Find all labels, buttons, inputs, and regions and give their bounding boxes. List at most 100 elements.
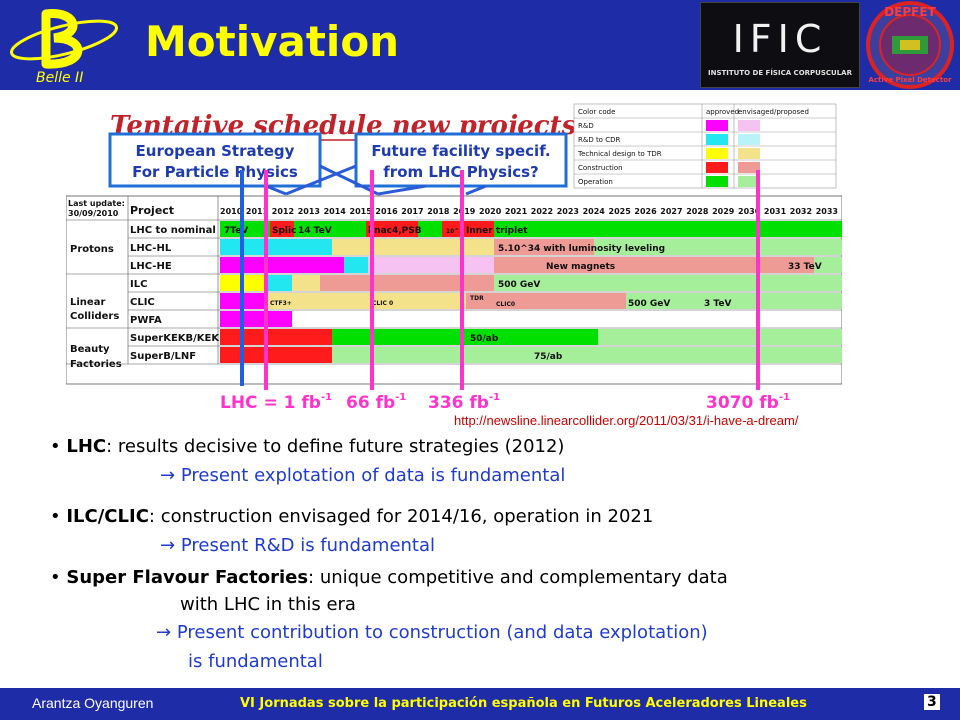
svg-text:European Strategy: European Strategy	[136, 142, 295, 160]
svg-text:CLIC 0: CLIC 0	[372, 300, 393, 307]
svg-text:DEPFET: DEPFET	[884, 5, 936, 19]
svg-text:For Particle Physics: For Particle Physics	[132, 163, 298, 181]
svg-text:Linear: Linear	[70, 297, 105, 308]
svg-text:30/09/2010: 30/09/2010	[68, 209, 119, 218]
svg-text:Color code: Color code	[578, 108, 615, 116]
schedule-table: Last update: 30/09/2010 Project 2010 2011…	[66, 195, 842, 385]
bullet-ilc-clic: • ILC/CLIC: construction envisaged for 2…	[50, 506, 654, 527]
svg-text:3 TeV: 3 TeV	[704, 299, 731, 309]
svg-text:50/ab: 50/ab	[470, 334, 499, 344]
schedule-legend: Color code approved envisaged/proposed R…	[573, 103, 837, 189]
bullet-super-flavour-consequence: → Present contribution to construction (…	[156, 622, 708, 643]
year-label: 2021	[505, 207, 528, 216]
ific-logo: IFIC INSTITUTO DE FÍSICA CORPUSCULAR	[700, 2, 860, 88]
year-label: 2032	[790, 207, 812, 216]
svg-text:ILC: ILC	[130, 279, 147, 290]
svg-text:Colliders: Colliders	[70, 311, 119, 322]
svg-text:approved: approved	[706, 108, 739, 116]
svg-text:Inner triplet: Inner triplet	[466, 226, 528, 236]
svg-text:Operation: Operation	[578, 178, 613, 186]
svg-text:LHC = 1 fb-1: LHC = 1 fb-1	[220, 392, 332, 413]
svg-text:R&D: R&D	[578, 122, 594, 130]
svg-text:envisaged/proposed: envisaged/proposed	[738, 108, 809, 116]
svg-text:LHC to nominal: LHC to nominal	[130, 225, 216, 236]
svg-text:14 TeV: 14 TeV	[298, 226, 332, 236]
footer-author: Arantza Oyanguren	[32, 695, 154, 711]
svg-text:500 GeV: 500 GeV	[498, 280, 540, 290]
year-label: 2016	[375, 207, 398, 216]
svg-text:CTF3+: CTF3+	[270, 300, 292, 307]
year-label: 2027	[660, 207, 682, 216]
svg-text:66 fb-1: 66 fb-1	[346, 392, 406, 413]
svg-text:Belle II: Belle II	[36, 70, 83, 86]
bullet-super-flavour: • Super Flavour Factories: unique compet…	[50, 567, 728, 588]
svg-text:SuperB/LNF: SuperB/LNF	[130, 351, 196, 362]
year-label: 2017	[401, 207, 423, 216]
svg-text:Beauty: Beauty	[70, 344, 110, 355]
bullet-ilc-clic-consequence: → Present R&D is fundamental	[160, 535, 436, 556]
svg-text:336 fb-1: 336 fb-1	[428, 392, 500, 413]
year-label: 2013	[298, 207, 320, 216]
svg-text:R&D to CDR: R&D to CDR	[578, 136, 620, 144]
ific-logo-letters: IFIC	[732, 17, 828, 61]
year-label: 2031	[764, 207, 787, 216]
svg-text:Protons: Protons	[70, 244, 114, 255]
bullet-super-flavour-cont: with LHC in this era	[180, 594, 356, 615]
schedule-figure: Tentative schedule new projects European…	[66, 103, 842, 413]
svg-text:10^3: 10^3	[446, 228, 464, 235]
year-label: 2015	[350, 207, 373, 216]
year-label: 2020	[479, 207, 502, 216]
svg-text:SuperKEKB/KEK: SuperKEKB/KEK	[130, 333, 220, 344]
year-label: 2025	[609, 207, 632, 216]
source-url-link[interactable]: http://newsline.linearcollider.org/2011/…	[454, 413, 799, 428]
year-label: 2026	[634, 207, 657, 216]
year-label: 2012	[272, 207, 294, 216]
year-label: 2028	[686, 207, 709, 216]
svg-text:75/ab: 75/ab	[534, 352, 563, 362]
svg-text:Technical design to TDR: Technical design to TDR	[577, 150, 662, 158]
ific-logo-subtitle: INSTITUTO DE FÍSICA CORPUSCULAR	[708, 69, 852, 77]
svg-text:LHC-HE: LHC-HE	[130, 261, 172, 272]
bullet-lhc: • LHC: results decisive to define future…	[50, 436, 565, 457]
callout-arrows	[265, 164, 487, 196]
svg-text:linac4,PSB: linac4,PSB	[368, 226, 422, 236]
bullet-lhc-consequence: → Present explotation of data is fundame…	[160, 465, 566, 486]
footer-conference: VI Jornadas sobre la participación españ…	[240, 696, 807, 711]
svg-text:TDR: TDR	[470, 295, 484, 302]
year-label: 2014	[324, 207, 347, 216]
svg-text:LHC-HL: LHC-HL	[130, 243, 172, 254]
year-label: 2018	[427, 207, 450, 216]
svg-text:3070 fb-1: 3070 fb-1	[706, 392, 790, 413]
year-label: 2033	[816, 207, 838, 216]
belle-ii-logo: Belle II	[9, 9, 119, 86]
svg-text:New magnets: New magnets	[546, 262, 615, 272]
svg-text:CLIC: CLIC	[130, 297, 155, 308]
page-number: 3	[924, 694, 940, 710]
svg-text:Splic: Splic	[272, 226, 296, 236]
svg-text:500 GeV: 500 GeV	[628, 299, 670, 309]
slide-footer: Arantza Oyanguren VI Jornadas sobre la p…	[0, 688, 960, 720]
svg-text:Project: Project	[130, 204, 174, 217]
svg-text:Construction: Construction	[578, 164, 623, 172]
svg-text:7TeV: 7TeV	[224, 226, 248, 236]
year-label: 2029	[712, 207, 735, 216]
svg-text:Active Pixel Detector: Active Pixel Detector	[868, 76, 952, 84]
slide-header: Belle II Motivation IFIC INSTITUTO DE FÍ…	[0, 0, 960, 90]
year-label: 2019	[453, 207, 476, 216]
year-label: 2023	[557, 207, 579, 216]
year-label: 2030	[738, 207, 761, 216]
svg-text:33 TeV: 33 TeV	[788, 262, 822, 272]
year-label: 2011	[246, 207, 269, 216]
luminosity-lines	[240, 170, 760, 390]
svg-text:Future facility specif.: Future facility specif.	[371, 142, 550, 160]
luminosity-labels: LHC = 1 fb-1 66 fb-1 336 fb-1 3070 fb-1	[220, 392, 790, 413]
year-label: 2010	[220, 207, 243, 216]
year-label: 2024	[583, 207, 606, 216]
callout-european-strategy: European Strategy For Particle Physics	[108, 132, 322, 188]
year-label: 2022	[531, 207, 553, 216]
bullet-super-flavour-consequence-cont: is fundamental	[188, 651, 323, 672]
svg-text:Last update:: Last update:	[68, 199, 125, 208]
svg-text:5.10^34 with luminosity leveli: 5.10^34 with luminosity leveling	[498, 244, 665, 254]
svg-text:PWFA: PWFA	[130, 315, 162, 326]
depfet-logo: DEPFET Active Pixel Detector	[866, 1, 954, 89]
